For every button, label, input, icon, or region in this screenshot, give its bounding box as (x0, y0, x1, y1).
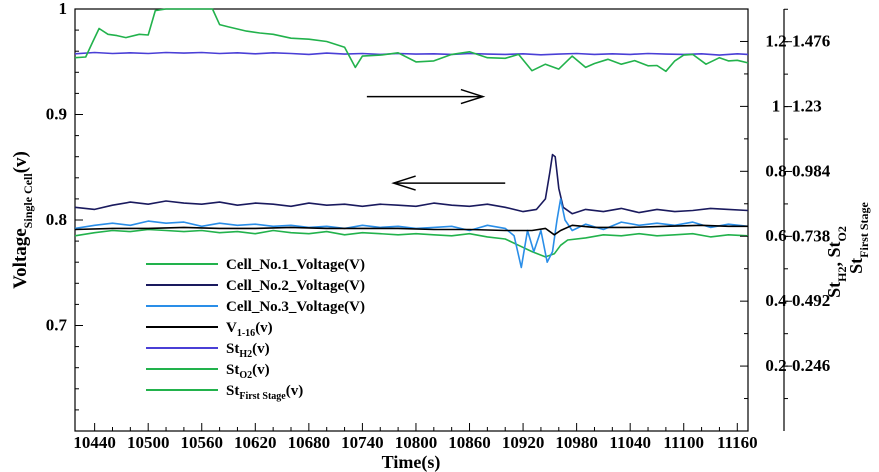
y-axis-right-outer-title: StFirst Stage (846, 201, 871, 273)
series-line-5 (74, 51, 749, 56)
x-tick-label: 10800 (395, 433, 438, 452)
plot-frame (74, 8, 749, 432)
arrows-layer (366, 88, 506, 191)
series-line-4 (74, 224, 748, 236)
x-axis: 10440 10500 10560 10620 10680 10740 10800 10860… (73, 423, 758, 452)
legend-label: StO2(v) (226, 362, 270, 381)
legend-label: StH2(v) (226, 341, 270, 360)
y-right-outer-tick-label: 1.476 (792, 32, 830, 51)
legend-label: Cell_No.2_Voltage(V) (226, 278, 365, 294)
series-line-1 (74, 228, 749, 258)
y-right-inner-tick-label: 0.2 (765, 356, 786, 375)
x-tick-label: 10500 (127, 433, 170, 452)
y-left-tick-label: 1 (59, 0, 68, 18)
x-tick-label: 11160 (717, 433, 758, 452)
y-axis-right-inner: 0.2 0.4 0.6 0.8 1 1.2 (740, 8, 787, 400)
y-right-inner-tick-label: 1.2 (765, 31, 786, 50)
y-right-inner-tick-label: 0.6 (765, 226, 786, 245)
x-tick-label: 10560 (180, 433, 223, 452)
y-right-outer-tick-label: 0.738 (792, 226, 830, 245)
x-tick-label: 10980 (555, 433, 598, 452)
series-layer (74, 8, 749, 269)
x-tick-label: 10680 (288, 433, 331, 452)
y-left-tick-label: 0.7 (46, 316, 68, 335)
y-right-inner-tick-label: 0.4 (765, 291, 787, 310)
x-tick-label: 10920 (502, 433, 545, 452)
series-line-2 (74, 153, 749, 215)
y-axis-right-outer: 0.246 0.492 0.738 0.984 1.23 1.476 (783, 8, 831, 431)
y-right-outer-tick-label: 0.984 (792, 161, 831, 180)
x-tick-label: 11040 (609, 433, 651, 452)
y-right-outer-tick-label: 1.23 (792, 97, 822, 116)
legend-label: V1-16(v) (226, 320, 273, 339)
arrow-left-head (391, 175, 416, 191)
legend-label: StFirst Stage(v) (226, 383, 303, 402)
legend: Cell_No.1_Voltage(V) Cell_No.2_Voltage(V)… (146, 257, 365, 402)
y-axis-right-inner-title: StH2, StO2 (824, 226, 849, 298)
x-axis-title: Time(s) (382, 452, 441, 472)
legend-label: Cell_No.3_Voltage(V) (226, 299, 365, 315)
x-tick-label: 10860 (448, 433, 491, 452)
y-axis-left: 0.7 0.8 0.9 1 (46, 0, 83, 432)
y-left-tick-label: 0.9 (46, 105, 67, 124)
y-left-tick-label: 0.8 (46, 210, 67, 229)
y-axis-left-title: VoltageSingle Cell(v) (10, 151, 35, 289)
series-line-6 (74, 8, 749, 73)
x-tick-label: 10620 (234, 433, 277, 452)
y-right-outer-tick-label: 0.246 (792, 356, 830, 375)
y-right-inner-tick-label: 0.8 (765, 161, 786, 180)
x-tick-label: 10440 (73, 433, 116, 452)
y-right-outer-tick-label: 0.492 (792, 291, 830, 310)
series-line-3 (74, 198, 749, 269)
arrow-right-head (460, 88, 486, 105)
x-tick-label: 11100 (663, 433, 704, 452)
y-right-inner-tick-label: 1 (772, 96, 781, 115)
x-tick-label: 10740 (341, 433, 384, 452)
legend-label: Cell_No.1_Voltage(V) (226, 257, 365, 273)
